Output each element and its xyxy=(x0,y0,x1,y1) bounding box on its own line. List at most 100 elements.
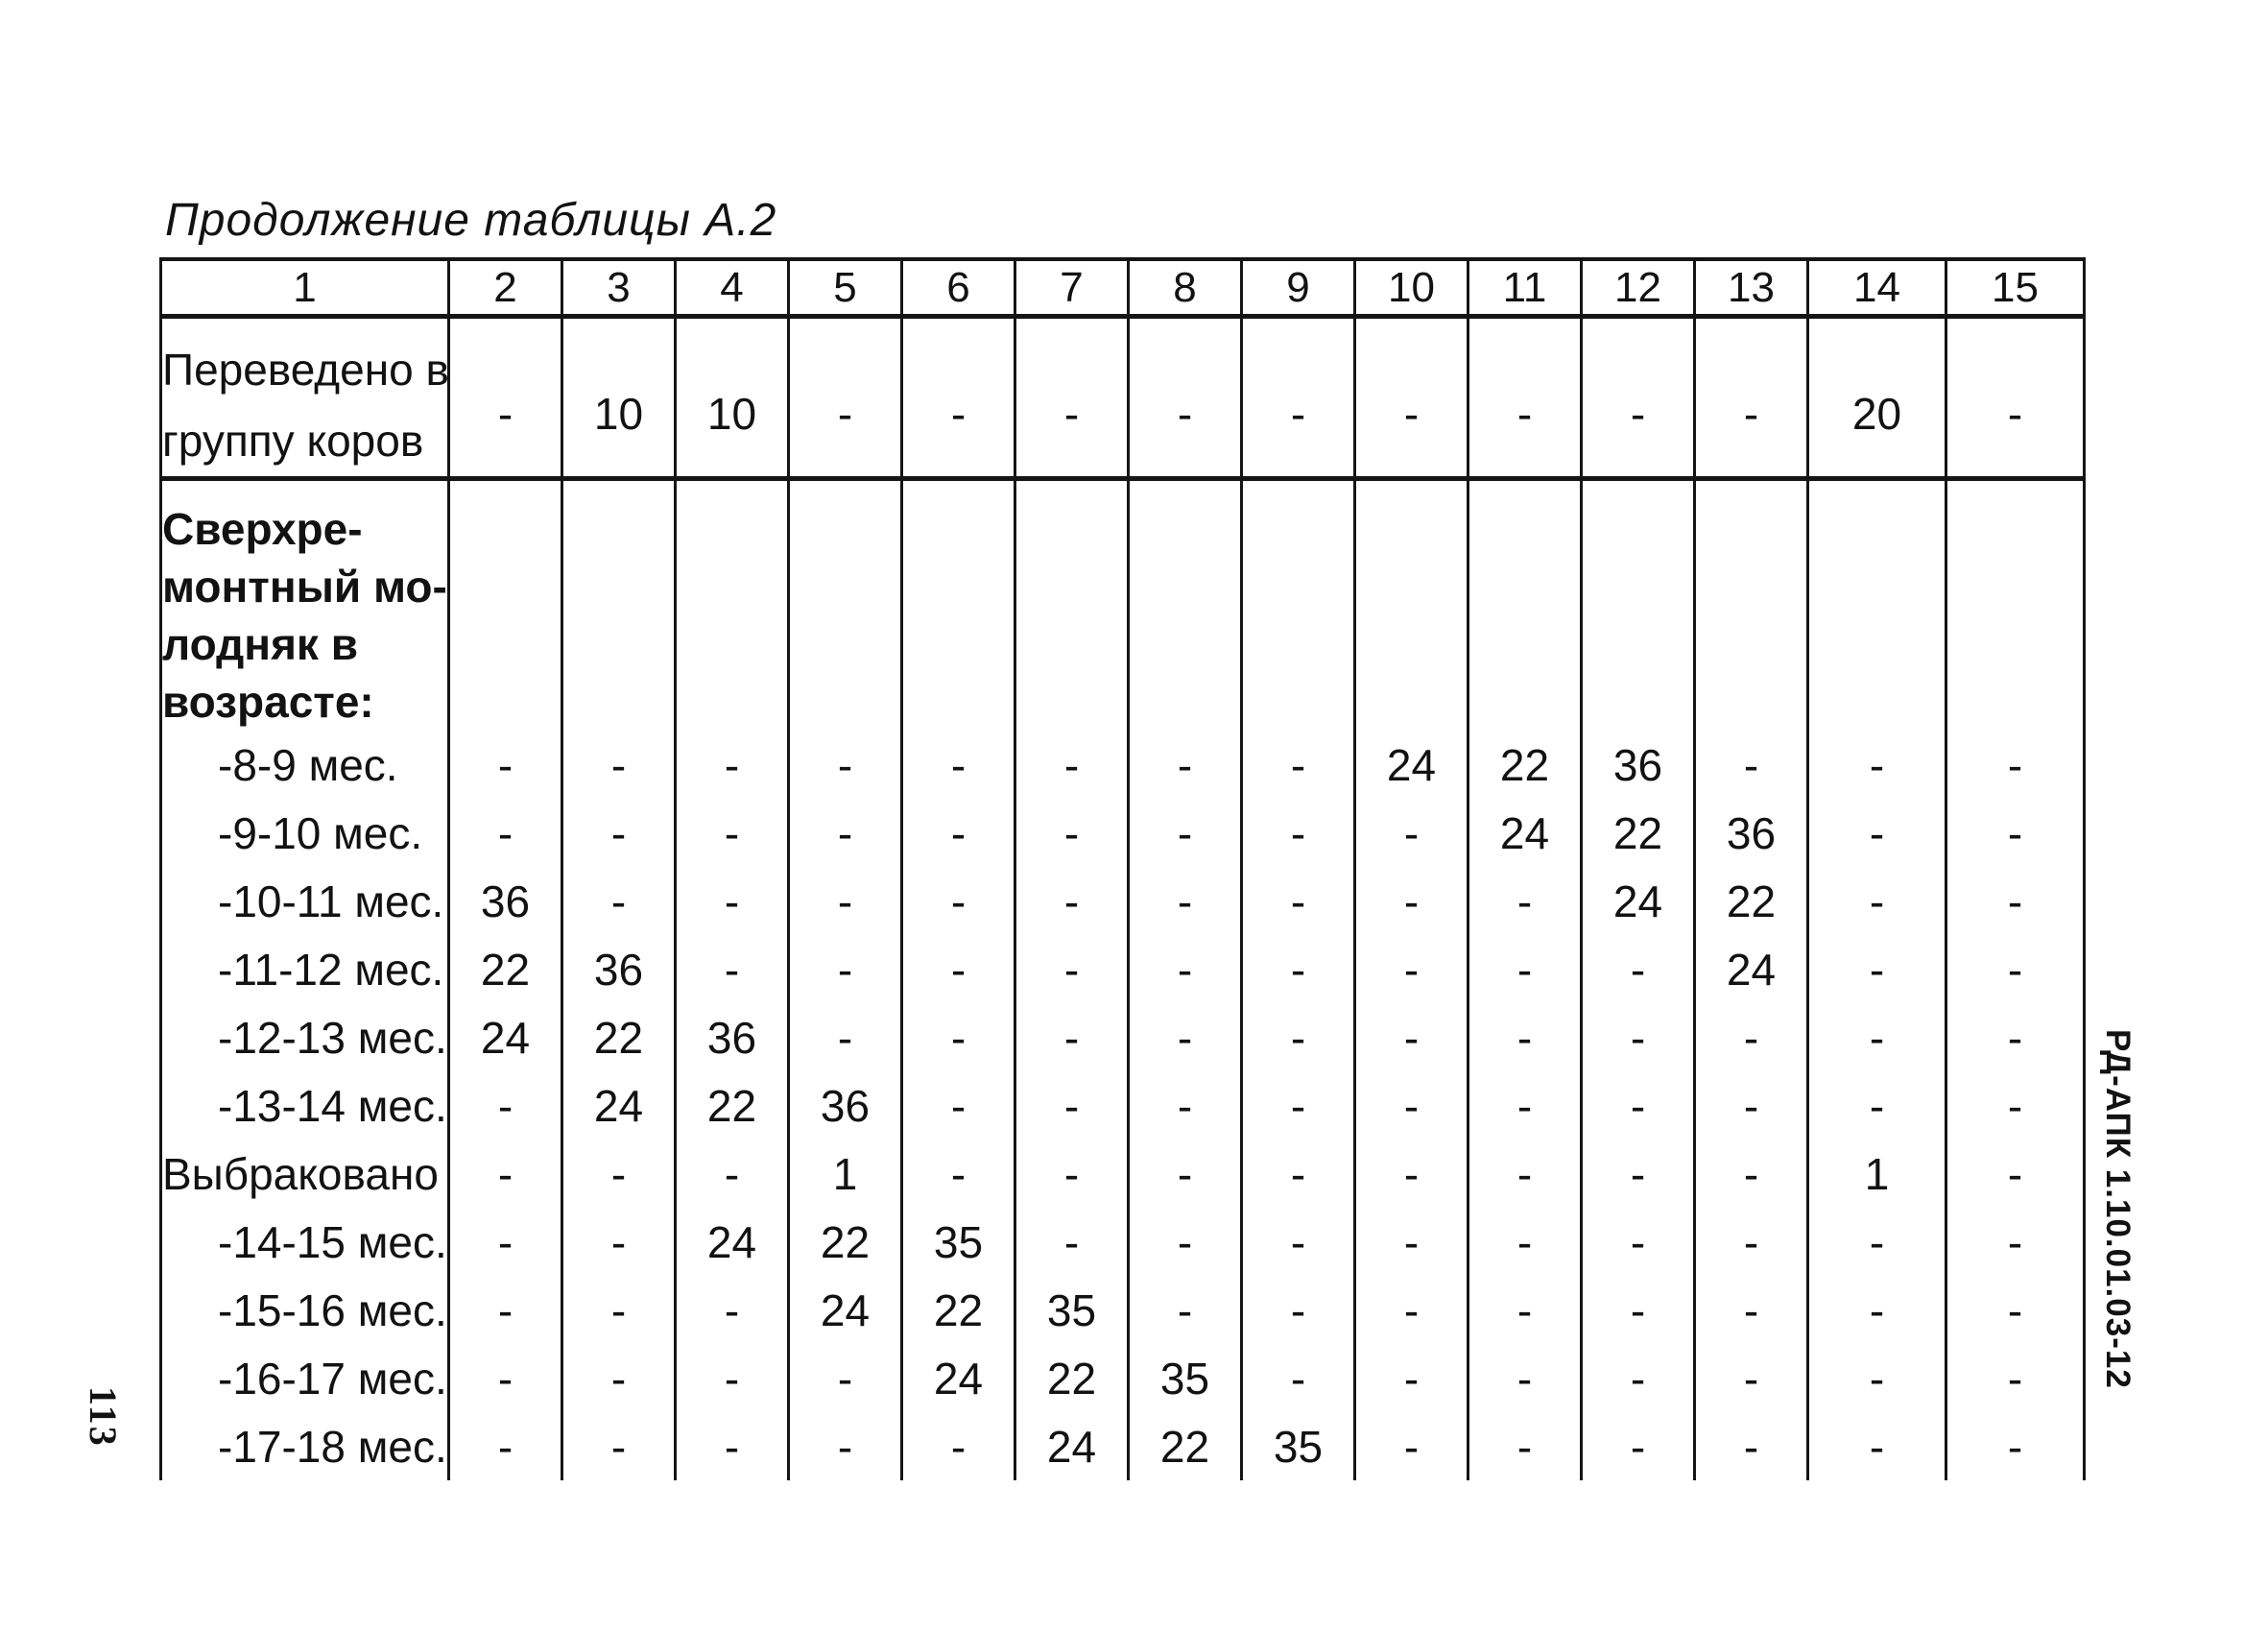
table-cell: - xyxy=(1467,1140,1583,1208)
table-cell: - xyxy=(900,1003,1016,1071)
table-cell: - xyxy=(1945,1071,2086,1140)
table-cell: - xyxy=(674,1140,790,1208)
table-cell: - xyxy=(1945,1003,2086,1071)
table-cell: - xyxy=(1806,1412,1947,1480)
column-header: 9 xyxy=(1240,257,1356,319)
column-header: 10 xyxy=(1353,257,1469,319)
table-cell: - xyxy=(1014,935,1130,1003)
table-cell: - xyxy=(1693,1276,1809,1344)
table-cell: - xyxy=(1014,316,1130,481)
column-header: 15 xyxy=(1945,257,2086,319)
table-cell: - xyxy=(447,799,563,867)
row-label: Выбраковано xyxy=(159,1140,450,1208)
table-cell: 35 xyxy=(1240,1412,1356,1480)
table-cell: - xyxy=(1014,1140,1130,1208)
table-cell: - xyxy=(1693,1071,1809,1140)
table-cell: - xyxy=(900,1412,1016,1480)
table-cell: - xyxy=(1353,1412,1469,1480)
page-number: 113 xyxy=(82,1386,125,1448)
table-cell: - xyxy=(1467,1276,1583,1344)
table-cell: - xyxy=(1945,1344,2086,1412)
table-cell: - xyxy=(1353,935,1469,1003)
column-header: 14 xyxy=(1806,257,1947,319)
row-label: -8-9 мес. xyxy=(159,731,450,799)
column-header: 7 xyxy=(1014,257,1130,319)
table-cell: - xyxy=(447,1344,563,1412)
table-continuation-title: Продолжение таблицы А.2 xyxy=(165,195,777,246)
table-cell xyxy=(787,478,903,731)
column-header: 13 xyxy=(1693,257,1809,319)
table-cell: - xyxy=(1014,731,1130,799)
table-cell: - xyxy=(1353,1208,1469,1276)
table-cell: - xyxy=(1127,731,1243,799)
table-cell: - xyxy=(1014,1071,1130,1140)
table-row: -8-9 мес. - - - - - - - -24 22 36- - - xyxy=(159,731,2086,799)
row-label-line: Переведено в xyxy=(162,345,449,395)
table-cell: 22 xyxy=(447,935,563,1003)
table-cell: - xyxy=(674,1344,790,1412)
table-row: -12-13 мес. 24 22 36- - - - - - - - - - - xyxy=(159,1003,2086,1071)
table-cell xyxy=(447,478,563,731)
table-cell xyxy=(1353,478,1469,731)
table-cell: - xyxy=(787,935,903,1003)
table-row: -11-12 мес. 22 36- - - - - - - - -24- - xyxy=(159,935,2086,1003)
table-cell: - xyxy=(1806,799,1947,867)
table-cell: - xyxy=(1806,731,1947,799)
row-label-line: -14-15 мес. xyxy=(218,1216,447,1267)
table-cell: - xyxy=(1945,1140,2086,1208)
column-header: 3 xyxy=(561,257,677,319)
table-cell: 36 xyxy=(787,1071,903,1140)
table-cell: - xyxy=(1693,1003,1809,1071)
table-cell xyxy=(900,478,1016,731)
table-cell: - xyxy=(1580,1276,1696,1344)
column-header: 8 xyxy=(1127,257,1243,319)
table-cell: - xyxy=(674,867,790,935)
table-cell: - xyxy=(787,1344,903,1412)
table-cell: - xyxy=(1127,1276,1243,1344)
table-cell: 35 xyxy=(1127,1344,1243,1412)
row-label: Сверхре-монтный мо-лодняк в возрасте: xyxy=(159,478,450,731)
table-cell: - xyxy=(1240,1208,1356,1276)
table-cell: 22 xyxy=(1580,799,1696,867)
table-cell: 22 xyxy=(674,1071,790,1140)
row-label-line: Выбраковано xyxy=(162,1148,439,1199)
table-cell: - xyxy=(447,1208,563,1276)
table-cell: - xyxy=(1580,316,1696,481)
row-label-line: -10-11 мес. xyxy=(218,876,444,926)
table-cell: - xyxy=(1240,867,1356,935)
table-cell: - xyxy=(1580,1208,1696,1276)
table-cell: - xyxy=(1806,867,1947,935)
column-header: 2 xyxy=(447,257,563,319)
table-cell xyxy=(1945,478,2086,731)
table-cell: - xyxy=(1580,1412,1696,1480)
table-cell: - xyxy=(561,799,677,867)
column-header: 5 xyxy=(787,257,903,319)
table-cell: - xyxy=(447,1276,563,1344)
table-cell: - xyxy=(447,1140,563,1208)
table-cell xyxy=(1467,478,1583,731)
row-label-line: -11-12 мес. xyxy=(218,944,444,995)
row-label-line: лодняк в xyxy=(162,619,359,669)
table-cell: - xyxy=(1127,799,1243,867)
table-cell: 22 xyxy=(900,1276,1016,1344)
table-cell: 10 xyxy=(674,316,790,481)
table-cell: 24 xyxy=(561,1071,677,1140)
table-cell: - xyxy=(787,867,903,935)
column-header: 6 xyxy=(900,257,1016,319)
table-cell: - xyxy=(561,1412,677,1480)
table-cell: 36 xyxy=(561,935,677,1003)
table-row: Выбраковано - - -1- - - - - - - -1- xyxy=(159,1140,2086,1208)
table-cell: - xyxy=(1353,799,1469,867)
table-cell: - xyxy=(1945,1412,2086,1480)
table-cell: - xyxy=(1467,935,1583,1003)
table-cell: - xyxy=(1014,799,1130,867)
row-label: -16-17 мес. xyxy=(159,1344,450,1412)
table-cell: - xyxy=(561,731,677,799)
row-label: -13-14 мес. xyxy=(159,1071,450,1140)
table-cell: - xyxy=(1580,1344,1696,1412)
table-cell: - xyxy=(1467,1003,1583,1071)
table-cell: - xyxy=(1806,1003,1947,1071)
table-cell: - xyxy=(1580,1071,1696,1140)
table-cell: 22 xyxy=(1014,1344,1130,1412)
table-cell: - xyxy=(787,731,903,799)
